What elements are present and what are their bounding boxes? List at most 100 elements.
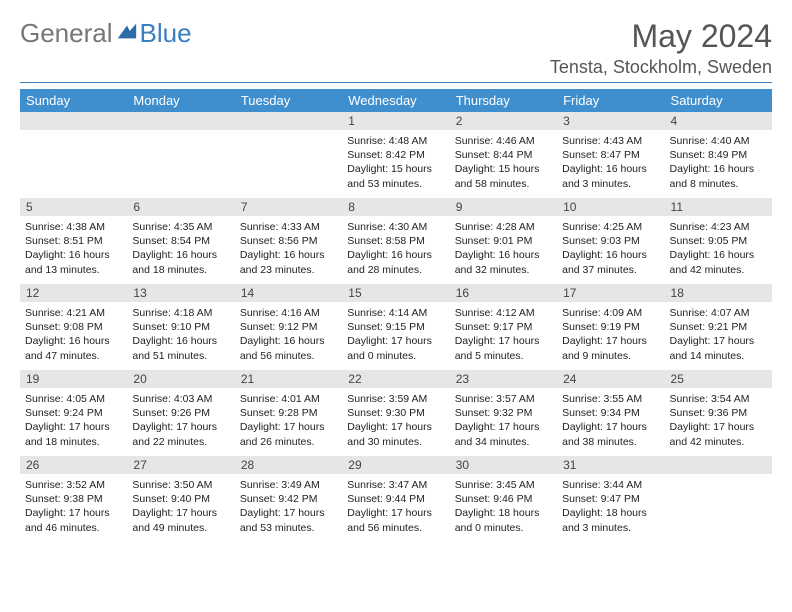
month-title: May 2024: [550, 18, 772, 55]
calendar-day: 26Sunrise: 3:52 AMSunset: 9:38 PMDayligh…: [20, 456, 127, 542]
header: General Blue May 2024 Tensta, Stockholm,…: [20, 18, 772, 78]
calendar-day: 19Sunrise: 4:05 AMSunset: 9:24 PMDayligh…: [20, 370, 127, 456]
daylight: Daylight: 16 hours and 51 minutes.: [132, 334, 229, 362]
sunset: Sunset: 9:03 PM: [562, 234, 659, 248]
sunrise: Sunrise: 4:38 AM: [25, 220, 122, 234]
sunrise: Sunrise: 4:28 AM: [455, 220, 552, 234]
sunset: Sunset: 8:54 PM: [132, 234, 229, 248]
sunset: Sunset: 9:17 PM: [455, 320, 552, 334]
day-number: 15: [342, 284, 449, 303]
sunset: Sunset: 8:42 PM: [347, 148, 444, 162]
daylight: Daylight: 16 hours and 42 minutes.: [670, 248, 767, 276]
daylight: Daylight: 17 hours and 26 minutes.: [240, 420, 337, 448]
day-number: 14: [235, 284, 342, 303]
daylight: Daylight: 16 hours and 23 minutes.: [240, 248, 337, 276]
sunset: Sunset: 9:10 PM: [132, 320, 229, 334]
daylight: Daylight: 15 hours and 53 minutes.: [347, 162, 444, 190]
sunset: Sunset: 8:47 PM: [562, 148, 659, 162]
sunset: Sunset: 9:12 PM: [240, 320, 337, 334]
day-info: Sunrise: 3:47 AMSunset: 9:44 PMDaylight:…: [342, 475, 449, 539]
calendar-day: 31Sunrise: 3:44 AMSunset: 9:47 PMDayligh…: [557, 456, 664, 542]
calendar-day: 4Sunrise: 4:40 AMSunset: 8:49 PMDaylight…: [665, 112, 772, 198]
calendar-day: 29Sunrise: 3:47 AMSunset: 9:44 PMDayligh…: [342, 456, 449, 542]
calendar-day: 25Sunrise: 3:54 AMSunset: 9:36 PMDayligh…: [665, 370, 772, 456]
logo-icon: [115, 18, 138, 49]
sunrise: Sunrise: 4:18 AM: [132, 306, 229, 320]
sunrise: Sunrise: 3:49 AM: [240, 478, 337, 492]
sunrise: Sunrise: 4:21 AM: [25, 306, 122, 320]
daylight: Daylight: 17 hours and 18 minutes.: [25, 420, 122, 448]
day-number: 27: [127, 456, 234, 475]
day-info: Sunrise: 4:16 AMSunset: 9:12 PMDaylight:…: [235, 303, 342, 367]
day-info: Sunrise: 4:33 AMSunset: 8:56 PMDaylight:…: [235, 217, 342, 281]
day-number: 21: [235, 370, 342, 389]
daylight: Daylight: 16 hours and 56 minutes.: [240, 334, 337, 362]
day-number: 5: [20, 198, 127, 217]
day-info: Sunrise: 4:21 AMSunset: 9:08 PMDaylight:…: [20, 303, 127, 367]
calendar-day: 27Sunrise: 3:50 AMSunset: 9:40 PMDayligh…: [127, 456, 234, 542]
calendar-day: 16Sunrise: 4:12 AMSunset: 9:17 PMDayligh…: [450, 284, 557, 370]
sunset: Sunset: 9:15 PM: [347, 320, 444, 334]
day-number: 1: [342, 112, 449, 131]
sunset: Sunset: 9:08 PM: [25, 320, 122, 334]
day-number: 20: [127, 370, 234, 389]
sunset: Sunset: 8:51 PM: [25, 234, 122, 248]
calendar-day: 23Sunrise: 3:57 AMSunset: 9:32 PMDayligh…: [450, 370, 557, 456]
calendar-empty: [235, 112, 342, 198]
sunrise: Sunrise: 3:55 AM: [562, 392, 659, 406]
sunrise: Sunrise: 3:54 AM: [670, 392, 767, 406]
day-info: Sunrise: 4:14 AMSunset: 9:15 PMDaylight:…: [342, 303, 449, 367]
day-info: Sunrise: 4:40 AMSunset: 8:49 PMDaylight:…: [665, 131, 772, 195]
day-number: 28: [235, 456, 342, 475]
day-info: Sunrise: 3:57 AMSunset: 9:32 PMDaylight:…: [450, 389, 557, 453]
day-number: 10: [557, 198, 664, 217]
daylight: Daylight: 17 hours and 14 minutes.: [670, 334, 767, 362]
header-rule: [20, 82, 772, 83]
sunset: Sunset: 9:40 PM: [132, 492, 229, 506]
sunrise: Sunrise: 4:46 AM: [455, 134, 552, 148]
sunset: Sunset: 9:42 PM: [240, 492, 337, 506]
calendar-day: 10Sunrise: 4:25 AMSunset: 9:03 PMDayligh…: [557, 198, 664, 284]
sunrise: Sunrise: 3:44 AM: [562, 478, 659, 492]
day-number: 22: [342, 370, 449, 389]
daylight: Daylight: 18 hours and 0 minutes.: [455, 506, 552, 534]
sunrise: Sunrise: 4:07 AM: [670, 306, 767, 320]
daylight: Daylight: 17 hours and 0 minutes.: [347, 334, 444, 362]
weekday-header: Monday: [127, 89, 234, 112]
sunrise: Sunrise: 3:57 AM: [455, 392, 552, 406]
calendar-day: 24Sunrise: 3:55 AMSunset: 9:34 PMDayligh…: [557, 370, 664, 456]
calendar-day: 7Sunrise: 4:33 AMSunset: 8:56 PMDaylight…: [235, 198, 342, 284]
sunrise: Sunrise: 4:14 AM: [347, 306, 444, 320]
daylight: Daylight: 16 hours and 13 minutes.: [25, 248, 122, 276]
weekday-header: Sunday: [20, 89, 127, 112]
weekday-header: Friday: [557, 89, 664, 112]
sunrise: Sunrise: 4:48 AM: [347, 134, 444, 148]
day-info: Sunrise: 4:07 AMSunset: 9:21 PMDaylight:…: [665, 303, 772, 367]
sunrise: Sunrise: 4:35 AM: [132, 220, 229, 234]
calendar-day: 22Sunrise: 3:59 AMSunset: 9:30 PMDayligh…: [342, 370, 449, 456]
calendar-day: 8Sunrise: 4:30 AMSunset: 8:58 PMDaylight…: [342, 198, 449, 284]
calendar-day: 18Sunrise: 4:07 AMSunset: 9:21 PMDayligh…: [665, 284, 772, 370]
daylight: Daylight: 16 hours and 28 minutes.: [347, 248, 444, 276]
calendar-day: 3Sunrise: 4:43 AMSunset: 8:47 PMDaylight…: [557, 112, 664, 198]
day-number: 4: [665, 112, 772, 131]
sunset: Sunset: 9:24 PM: [25, 406, 122, 420]
daylight: Daylight: 17 hours and 30 minutes.: [347, 420, 444, 448]
sunset: Sunset: 9:44 PM: [347, 492, 444, 506]
weekday-header: Tuesday: [235, 89, 342, 112]
sunset: Sunset: 9:46 PM: [455, 492, 552, 506]
calendar-day: 20Sunrise: 4:03 AMSunset: 9:26 PMDayligh…: [127, 370, 234, 456]
day-number: 30: [450, 456, 557, 475]
weekday-header: Thursday: [450, 89, 557, 112]
day-number: 8: [342, 198, 449, 217]
calendar-empty: [127, 112, 234, 198]
day-number: 25: [665, 370, 772, 389]
sunset: Sunset: 8:56 PM: [240, 234, 337, 248]
day-number: 3: [557, 112, 664, 131]
calendar-day: 11Sunrise: 4:23 AMSunset: 9:05 PMDayligh…: [665, 198, 772, 284]
calendar-day: 5 Sunrise: 4:38 AMSunset: 8:51 PMDaylight…: [20, 198, 127, 284]
daylight: Daylight: 17 hours and 49 minutes.: [132, 506, 229, 534]
daylight: Daylight: 15 hours and 58 minutes.: [455, 162, 552, 190]
sunrise: Sunrise: 4:12 AM: [455, 306, 552, 320]
calendar-row: 12Sunrise: 4:21 AMSunset: 9:08 PMDayligh…: [20, 284, 772, 370]
